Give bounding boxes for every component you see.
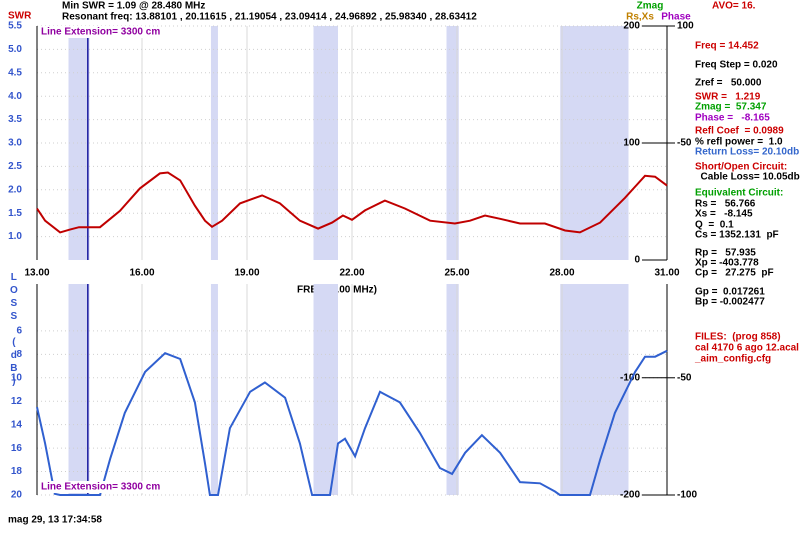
readout: FILES: (prog 858)	[695, 332, 781, 343]
y3-tick-label: -50	[677, 138, 692, 149]
annotation: Line Extension= 3300 cm	[41, 482, 160, 493]
band-shade	[446, 284, 459, 495]
readout: Freq Step = 0.020	[695, 60, 778, 71]
y2-tick-label: -200	[620, 490, 640, 501]
readout: Refl Coef = 0.0989	[695, 126, 784, 137]
x-tick-label: 13.00	[24, 268, 49, 279]
legend-label: Zmag	[637, 1, 664, 12]
x-tick-label: 16.00	[129, 268, 154, 279]
band-shade	[446, 26, 459, 260]
x-tick-label: 25.00	[444, 268, 469, 279]
y2-tick-label: 100	[623, 138, 640, 149]
y3-tick-label: 100	[677, 21, 694, 32]
y-tick-label: 1.0	[8, 231, 22, 242]
legend-label: Rs,Xs	[626, 12, 654, 23]
min-swr: Min SWR = 1.09 @ 28.480 MHz	[62, 1, 205, 12]
y-tick-label: 4.0	[8, 91, 22, 102]
y-tick-label: 16	[11, 443, 23, 454]
y-axis-label: SWR	[8, 11, 32, 22]
legend-label: Phase	[661, 12, 691, 23]
y-tick-label: 2.5	[8, 161, 22, 172]
x-tick-label: 31.00	[654, 268, 679, 279]
readout: Equivalent Circuit:	[695, 188, 783, 199]
y-tick-label: 5.5	[8, 21, 22, 32]
readout: Zmag = 57.347	[695, 102, 767, 113]
band-shade	[68, 26, 90, 260]
y-tick-label: 8	[16, 349, 22, 360]
readout: Rs = 56.766	[695, 199, 756, 210]
y-tick-label: 3.0	[8, 138, 22, 149]
x-tick-label: 22.00	[339, 268, 364, 279]
y2-tick-label: 200	[623, 21, 640, 32]
y-axis-label: LOSS (dB)	[8, 272, 19, 389]
y-tick-label: 3.5	[8, 114, 22, 125]
readout: Cs = 1352.131 pF	[695, 230, 779, 241]
x-tick-label: 28.00	[549, 268, 574, 279]
y3-tick-label: -50	[677, 372, 692, 383]
data-line	[36, 171, 668, 234]
readout: Zref = 50.000	[695, 78, 762, 89]
y2-tick-label: 0	[634, 255, 640, 266]
y-tick-label: 1.5	[8, 208, 22, 219]
readout: _aim_config.cfg	[694, 354, 771, 365]
y-tick-label: 12	[11, 396, 23, 407]
x-tick-label: 19.00	[234, 268, 259, 279]
readout: Short/Open Circuit:	[695, 162, 787, 173]
readout: Cp = 27.275 pF	[695, 268, 774, 279]
y-tick-label: 10	[11, 372, 23, 383]
readout: Gp = 0.017261	[695, 287, 765, 298]
readout: cal 4170 6 ago 12.acal	[695, 343, 799, 354]
band-shade	[210, 26, 218, 260]
readout: Rp = 57.935	[695, 248, 756, 259]
timestamp: mag 29, 13 17:34:58	[8, 515, 102, 526]
y-tick-label: 20	[11, 490, 23, 501]
readout: SWR = 1.219	[695, 92, 761, 103]
y-tick-label: 14	[11, 419, 23, 430]
readout: Return Loss= 20.10db	[695, 147, 799, 158]
band-shade	[560, 284, 629, 495]
y-tick-label: 5.0	[8, 44, 22, 55]
readout: Phase = -8.165	[695, 113, 770, 124]
y3-tick-label: -100	[677, 490, 697, 501]
y-tick-label: 2.0	[8, 184, 22, 195]
readout: Q = 0.1	[695, 220, 734, 231]
band-shade	[210, 284, 218, 495]
band-shade	[313, 284, 338, 495]
readout: Xp = -403.778	[695, 258, 759, 269]
y-tick-label: 4.5	[8, 67, 22, 78]
annotation: Line Extension= 3300 cm	[41, 27, 160, 38]
band-shade	[68, 284, 90, 495]
resonant-freq: Resonant freq: 13.88101 , 20.11615 , 21.…	[62, 12, 477, 23]
y-tick-label: 6	[16, 326, 22, 337]
readout: Freq = 14.452	[695, 41, 759, 52]
y-tick-label: 18	[11, 466, 23, 477]
readout: Bp = -0.002477	[695, 297, 765, 308]
y2-tick-label: -100	[620, 372, 640, 383]
readout: % refl power = 1.0	[695, 137, 783, 148]
annotation-bg	[39, 481, 143, 493]
avo: AVO= 16.	[712, 1, 756, 12]
data-line	[36, 349, 668, 496]
readout: Xs = -8.145	[695, 209, 753, 220]
readout: Cable Loss= 10.05db	[695, 172, 800, 183]
annotation-bg	[39, 26, 143, 38]
